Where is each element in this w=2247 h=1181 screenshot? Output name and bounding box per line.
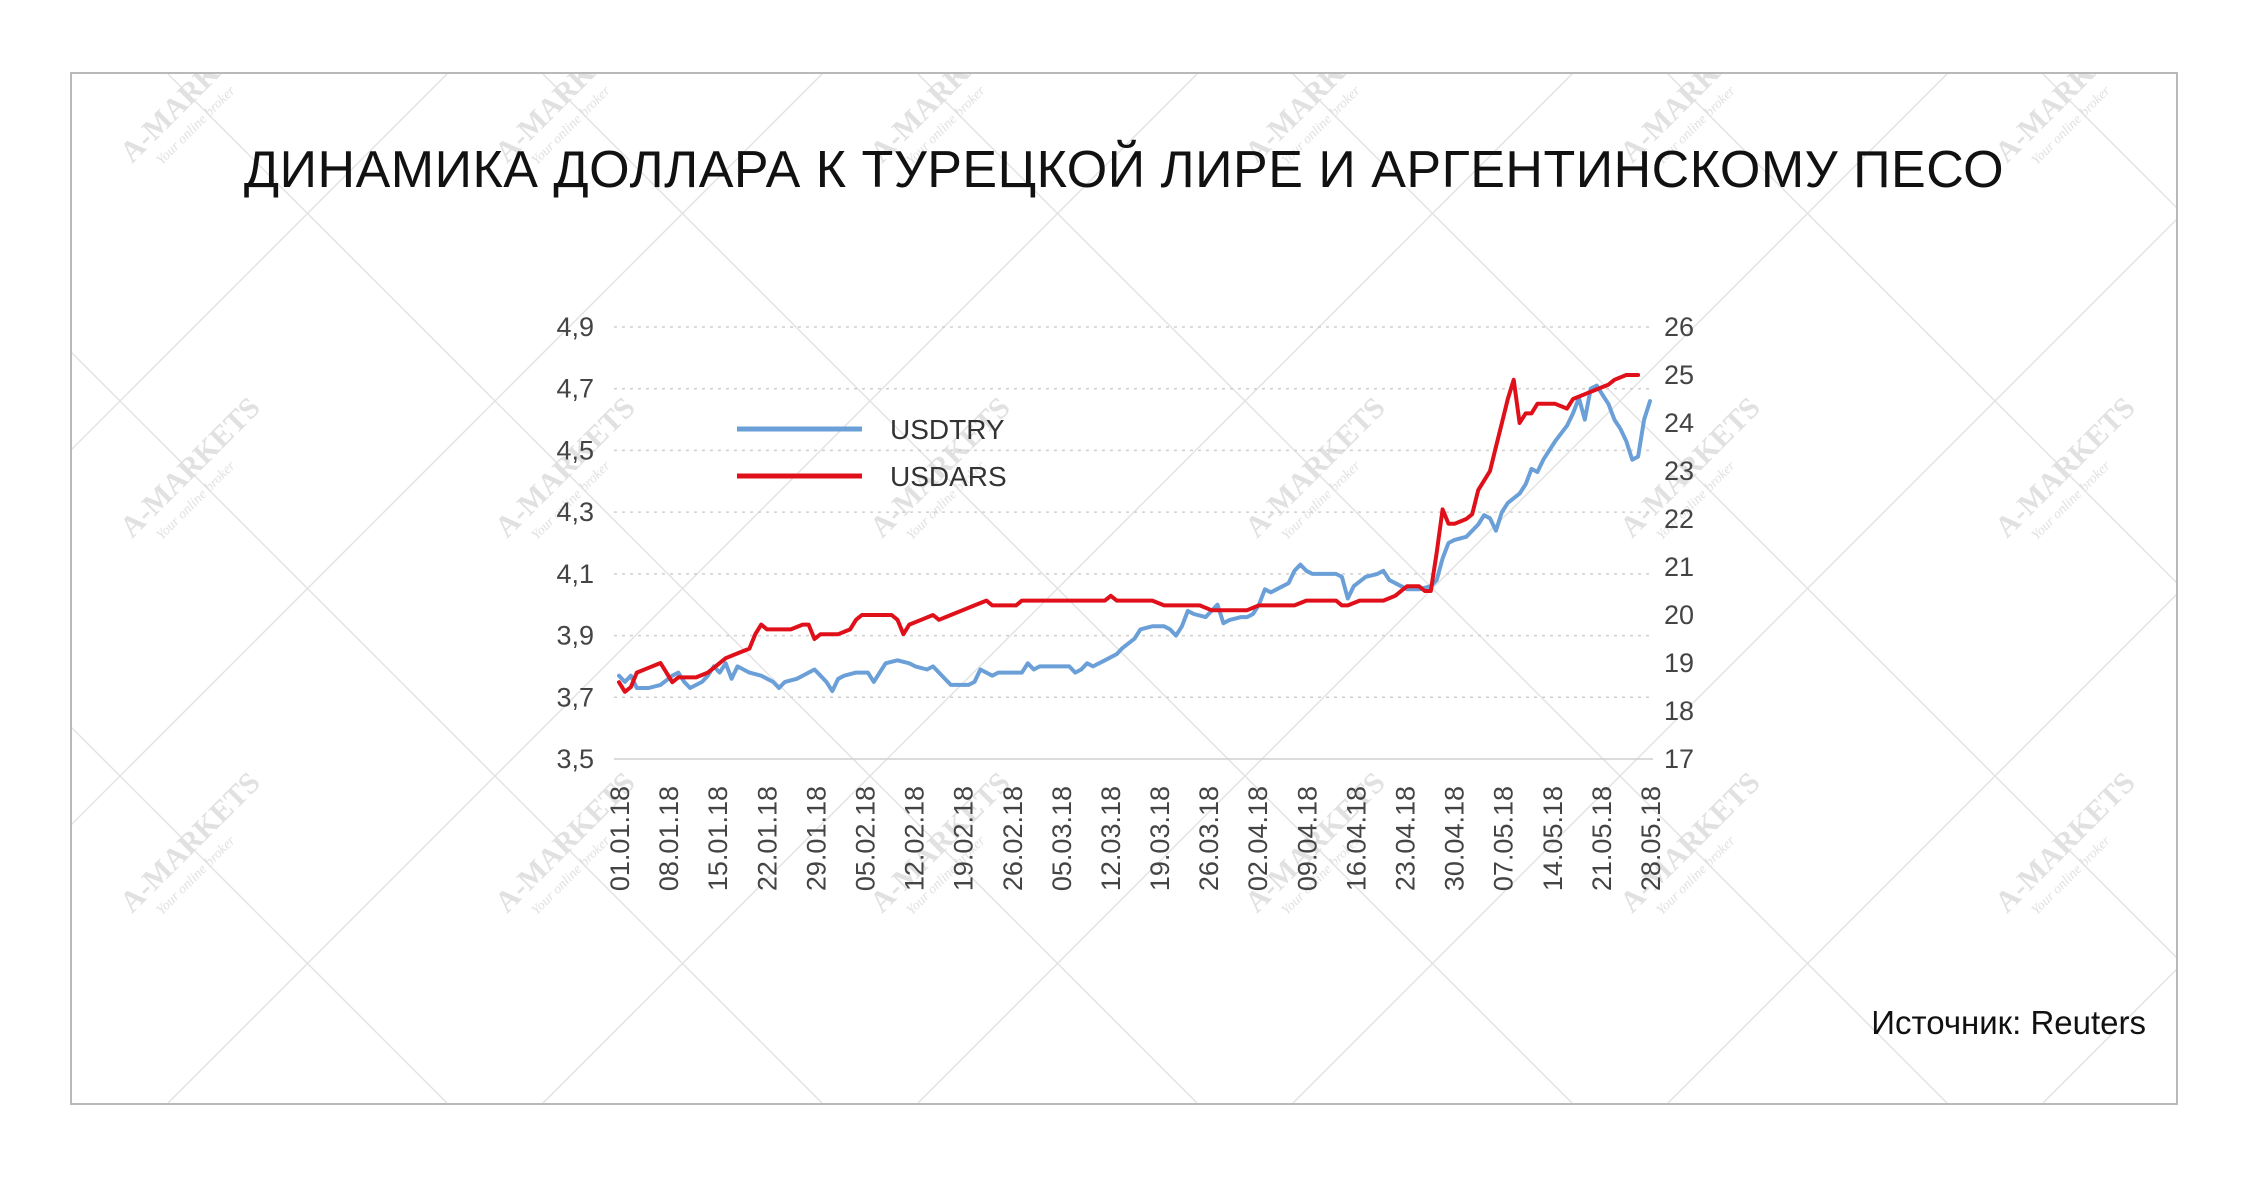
watermark-line	[1667, 74, 2176, 584]
watermark-grid	[72, 74, 2176, 1103]
watermark-line	[72, 726, 448, 1103]
x-tick-label: 14.05.18	[1538, 786, 1568, 891]
x-tick-label: 01.01.18	[605, 786, 635, 891]
left-axis: 3,5 3,7 3,9 4,1 4,3 4,5 4,7 4,9	[556, 312, 594, 774]
x-tick-label: 16.04.18	[1341, 786, 1371, 891]
legend-label-usdtry: USDTRY	[890, 414, 1005, 445]
y-left-tick-label: 4,7	[556, 374, 594, 404]
x-tick-label: 29.01.18	[801, 786, 831, 891]
x-tick-label: 09.04.18	[1292, 786, 1322, 891]
series-line-usdtry	[617, 383, 1652, 694]
y-right-tick-label: 25	[1664, 360, 1694, 390]
y-right-tick-label: 23	[1664, 456, 1694, 486]
x-tick-label: 23.04.18	[1391, 786, 1421, 891]
legend: USDTRY USDARS	[737, 414, 1007, 492]
y-right-tick-label: 26	[1664, 312, 1694, 342]
x-tick-label: 12.02.18	[900, 786, 930, 891]
legend-label-usdars: USDARS	[890, 461, 1007, 492]
chart-frame: A-MARKETS Your online broker A-MARKETS Your…	[70, 72, 2178, 1105]
source-note: Источник: Reuters	[1871, 1004, 2146, 1041]
y-left-tick-label: 3,7	[556, 682, 594, 712]
watermark-line	[542, 74, 1573, 1103]
watermark-line	[1667, 593, 2176, 1103]
y-left-tick-label: 4,1	[556, 559, 594, 589]
y-right-tick-label: 20	[1664, 600, 1694, 630]
x-tick-label: 08.01.18	[654, 786, 684, 891]
y-right-tick-label: 17	[1664, 744, 1694, 774]
line-chart: 3,5 3,7 3,9 4,1 4,3 4,5 4,7 4,9 17 18 19 20 21 22 23 24…	[556, 312, 1694, 891]
x-axis: 01.01.18 08.01.18 15.01.18 22.01.18 29.01.18…	[605, 786, 1666, 891]
y-left-tick-label: 4,9	[556, 312, 594, 342]
x-tick-label: 26.03.18	[1194, 786, 1224, 891]
y-left-tick-label: 4,5	[556, 435, 594, 465]
right-axis: 17 18 19 20 21 22 23 24 25 26	[1664, 312, 1694, 774]
x-tick-label: 07.05.18	[1489, 786, 1519, 891]
x-tick-label: 05.03.18	[1047, 786, 1077, 891]
x-tick-label: 12.03.18	[1096, 786, 1126, 891]
x-tick-label: 05.02.18	[850, 786, 880, 891]
y-left-tick-label: 3,5	[556, 744, 594, 774]
x-tick-label: 19.03.18	[1145, 786, 1175, 891]
y-right-tick-label: 22	[1664, 504, 1694, 534]
watermark-line	[72, 74, 823, 826]
watermark-line	[167, 74, 1198, 1103]
chart-title: ДИНАМИКА ДОЛЛАРА К ТУРЕЦКОЙ ЛИРЕ И АРГЕН…	[243, 141, 2005, 199]
y-right-tick-label: 21	[1664, 552, 1694, 582]
x-tick-label: 28.05.18	[1636, 786, 1666, 891]
x-tick-label: 21.05.18	[1587, 786, 1617, 891]
y-left-tick-label: 3,9	[556, 621, 594, 651]
x-tick-label: 30.04.18	[1440, 786, 1470, 891]
x-tick-label: 26.02.18	[998, 786, 1028, 891]
y-right-tick-label: 24	[1664, 408, 1694, 438]
x-tick-label: 15.01.18	[703, 786, 733, 891]
watermark-line	[72, 74, 448, 451]
series-line-usdars	[617, 373, 1641, 694]
gridlines	[614, 326, 1653, 760]
y-right-tick-label: 19	[1664, 648, 1694, 678]
x-tick-label: 02.04.18	[1243, 786, 1273, 891]
y-left-tick-label: 4,3	[556, 497, 594, 527]
x-tick-label: 19.02.18	[949, 786, 979, 891]
x-tick-label: 22.01.18	[752, 786, 782, 891]
y-right-tick-label: 18	[1664, 696, 1694, 726]
watermark-line	[1292, 218, 2176, 1103]
